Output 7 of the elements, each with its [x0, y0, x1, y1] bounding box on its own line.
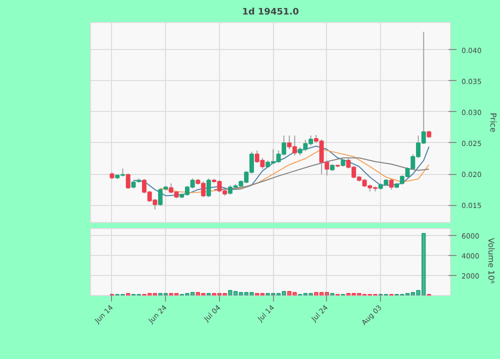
candlestick [389, 178, 394, 190]
chart-title: 1d 19451.0 [242, 8, 299, 18]
y-axis-title: Price [488, 112, 498, 132]
y-axis-title: Volume 10⁶ [486, 238, 496, 284]
candlestick [126, 172, 130, 190]
line-series [214, 157, 430, 190]
candlestick [206, 178, 211, 198]
